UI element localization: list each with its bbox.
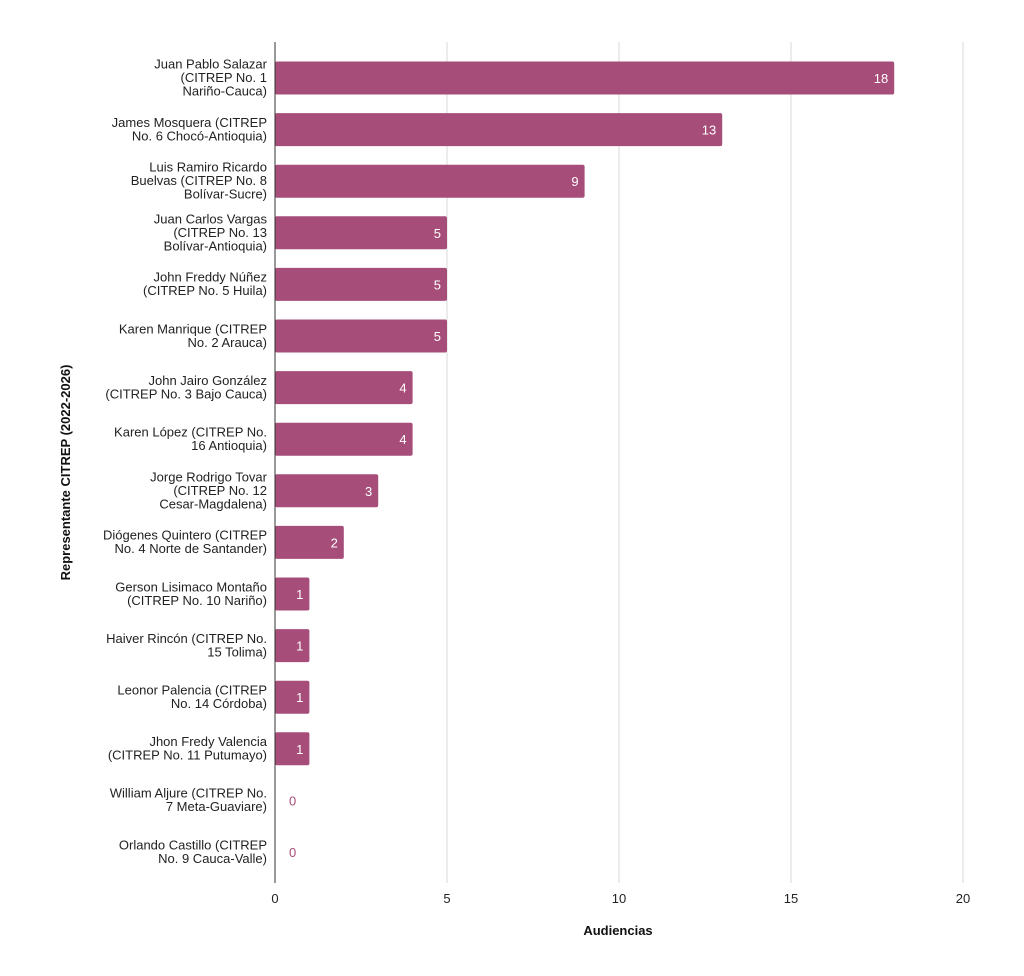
category-label-line: (CITREP No. 3 Bajo Cauca) [105,386,267,401]
data-label: 0 [289,845,296,860]
category-label: John Jairo González (CITREP No. 3 Bajo Ca… [105,373,267,402]
category-label-line: Luis Ramiro Ricardo [149,160,267,175]
category-label-line: No. 4 Norte de Santander) [115,541,267,556]
data-label: 13 [702,123,716,138]
category-label: Orlando Castillo (CITREP No. 9 Cauca-Vall… [119,837,267,866]
bar [275,422,413,456]
data-label: 5 [434,329,441,344]
bar [275,216,447,250]
x-tick-label: 20 [956,891,970,906]
bars [275,61,895,766]
category-label: Diógenes Quintero (CITREP No. 4 Norte de … [103,528,267,557]
x-axis-title: Audiencias [583,923,652,938]
category-label: Leonor Palencia (CITREP No. 14 Córdoba) [117,682,267,711]
category-label-line: Orlando Castillo (CITREP [119,837,267,852]
category-label-line: Haiver Rincón (CITREP No. [106,631,267,646]
data-label: 1 [296,587,303,602]
bar [275,319,447,353]
category-label: James Mosquera (CITREP No. 6 Chocó-Antioq… [112,115,267,144]
data-label: 5 [434,277,441,292]
x-tick-label: 5 [443,891,450,906]
bar [275,371,413,405]
category-label-line: (CITREP No. 10 Nariño) [127,593,267,608]
data-label: 2 [331,535,338,550]
category-label-line: (CITREP No. 1 [181,70,267,85]
data-label: 4 [399,432,406,447]
data-label: 4 [399,381,406,396]
x-tick-labels: 0 5 10 15 20 [271,891,970,906]
category-label: Juan Pablo Salazar (CITREP No. 1 Nariño-Ca… [154,57,267,99]
category-label: Luis Ramiro Ricardo Buelvas (CITREP No. 8… [131,160,267,202]
bar [275,680,310,714]
category-label: Karen Manrique (CITREP No. 2 Arauca) [119,321,267,350]
data-label: 9 [571,174,578,189]
data-label: 18 [874,71,888,86]
category-label-line: 7 Meta-Guaviare) [166,799,267,814]
category-label-line: James Mosquera (CITREP [112,115,267,130]
category-label-line: William Aljure (CITREP No. [110,786,267,801]
data-label: 5 [434,226,441,241]
category-label: Jhon Fredy Valencia (CITREP No. 11 Putuma… [108,734,268,763]
bar [275,577,310,611]
bar [275,61,895,95]
data-label: 1 [296,639,303,654]
category-label: Juan Carlos Vargas (CITREP No. 13 Bolívar-… [154,211,268,253]
bar [275,267,447,301]
category-label: Jorge Rodrigo Tovar (CITREP No. 12 Cesar-M… [150,469,267,511]
category-label-line: Bolívar-Sucre) [184,187,267,202]
bar [275,164,585,198]
category-label-line: Diógenes Quintero (CITREP [103,528,267,543]
category-label-line: (CITREP No. 5 Huila) [143,283,267,298]
data-label: 1 [296,690,303,705]
category-label-line: John Freddy Núñez [154,270,267,285]
category-label-line: Bolívar-Antioquia) [164,238,267,253]
category-label-line: No. 14 Córdoba) [171,696,267,711]
category-label-line: Buelvas (CITREP No. 8 [131,173,267,188]
category-label-line: No. 6 Chocó-Antioquia) [132,128,267,143]
category-label: Karen López (CITREP No. 16 Antioquia) [114,424,267,453]
category-label-line: Karen López (CITREP No. [114,424,267,439]
y-axis-title: Representante CITREP (2022-2026) [58,365,73,581]
category-label-line: No. 9 Cauca-Valle) [158,851,267,866]
category-label-line: Jhon Fredy Valencia [149,734,267,749]
bar [275,732,310,766]
category-label: John Freddy Núñez (CITREP No. 5 Huila) [143,270,267,299]
category-label-line: 15 Tolima) [207,644,267,659]
category-label-line: Gerson Lisimaco Montaño [115,579,267,594]
category-label-line: (CITREP No. 12 [173,483,267,498]
category-label-line: Cesar-Magdalena) [159,496,267,511]
category-label-line: Nariño-Cauca) [182,84,267,99]
x-tick-label: 0 [271,891,278,906]
data-label: 0 [289,793,296,808]
category-label-line: Leonor Palencia (CITREP [117,682,267,697]
category-label-line: (CITREP No. 11 Putumayo) [108,748,267,763]
data-labels: 18 13 9 5 5 5 4 4 3 2 1 1 1 1 0 0 [289,71,888,860]
category-label: Haiver Rincón (CITREP No. 15 Tolima) [106,631,267,660]
x-tick-label: 10 [612,891,626,906]
bar [275,474,379,508]
category-labels: Juan Pablo Salazar (CITREP No. 1 Nariño-Ca… [103,57,268,866]
grid-lines [446,42,964,883]
category-label-line: 16 Antioquia) [191,438,267,453]
data-label: 3 [365,484,372,499]
category-label-line: No. 2 Arauca) [188,335,268,350]
category-label-line: Karen Manrique (CITREP [119,321,267,336]
bar [275,525,344,559]
category-label-line: (CITREP No. 13 [173,225,267,240]
category-label-line: Jorge Rodrigo Tovar [150,469,267,484]
category-label: Gerson Lisimaco Montaño (CITREP No. 10 Na… [115,579,267,608]
bar [275,629,310,663]
category-label-line: Juan Carlos Vargas [154,211,268,226]
data-label: 1 [296,742,303,757]
bar [275,113,723,147]
category-label: William Aljure (CITREP No. 7 Meta-Guaviar… [110,786,267,815]
category-label-line: Juan Pablo Salazar [154,57,267,72]
category-label-line: John Jairo González [148,373,267,388]
x-tick-label: 15 [784,891,798,906]
